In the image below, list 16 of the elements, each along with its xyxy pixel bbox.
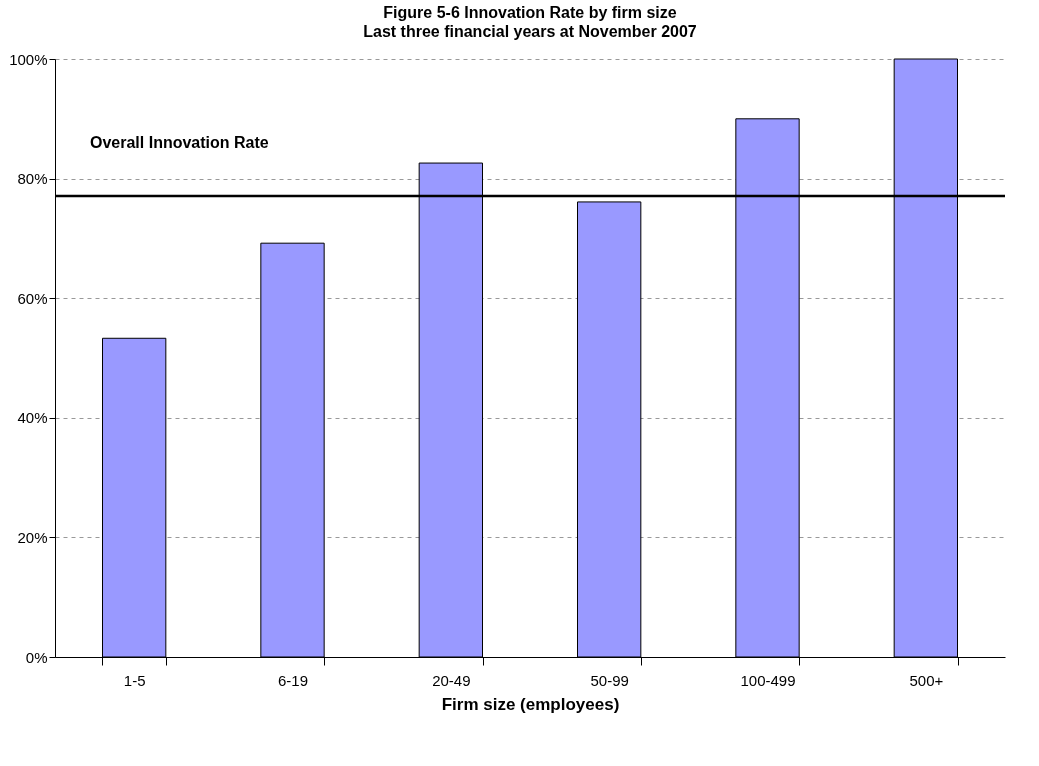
chart-subtitle: Last three financial years at November 2007 xyxy=(363,23,697,40)
y-tick-label: 20% xyxy=(17,528,48,546)
y-tick-label: 40% xyxy=(17,409,48,427)
y-tick-label: 80% xyxy=(17,170,48,188)
x-tick-label: 20-49 xyxy=(432,671,471,689)
x-tick-label: 1-5 xyxy=(123,671,146,689)
ref-line-label: Overall Innovation Rate xyxy=(90,133,269,151)
y-tick-label: 100% xyxy=(9,50,48,68)
x-tick-label: 100-499 xyxy=(740,671,796,689)
x-tick-label: 500+ xyxy=(909,671,944,689)
y-tick-label: 0% xyxy=(25,648,48,666)
x-tick-label: 50-99 xyxy=(590,671,629,689)
x-axis-title: Firm size (employees) xyxy=(441,694,620,714)
y-tick-label: 60% xyxy=(17,289,48,307)
chart-title: Figure 5-6 Innovation Rate by firm size xyxy=(383,4,677,21)
x-tick-label: 6-19 xyxy=(277,671,309,689)
